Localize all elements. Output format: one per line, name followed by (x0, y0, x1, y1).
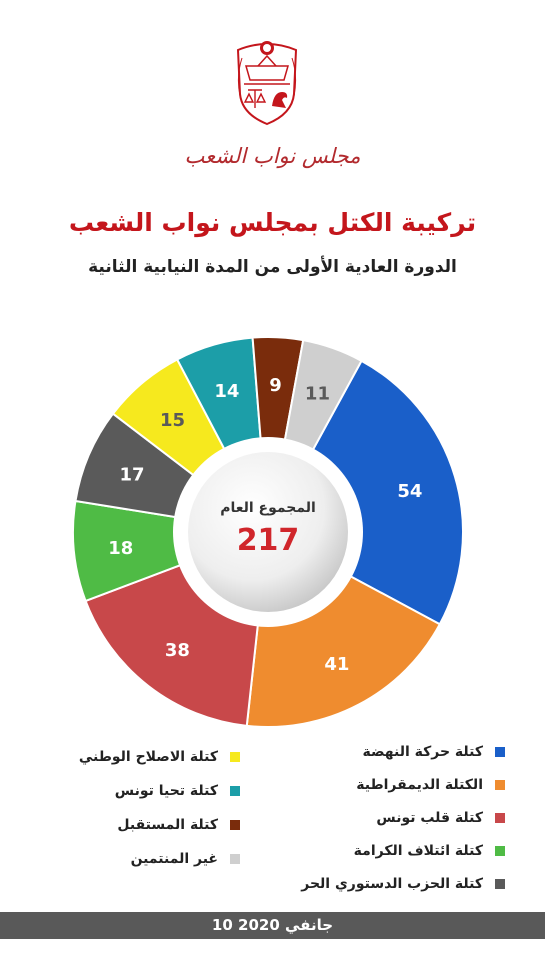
legend-item: كتلة حركة النهضة (285, 735, 505, 768)
chart-title: تركيبة الكتل بمجلس نواب الشعب (68, 208, 477, 237)
parliament-emblem-icon (236, 41, 298, 126)
legend-item: غير المنتمين (40, 842, 240, 876)
legend-item: كتلة الاصلاح الوطني (40, 740, 240, 774)
slice-value-label: 11 (305, 384, 330, 405)
donut-chart: 54 41 38 18 17 15 14 9 11 المجموع العام 217 (72, 336, 464, 728)
legend-label: كتلة حركة النهضة (362, 743, 483, 760)
legend-label: كتلة الحزب الدستوري الحر (301, 875, 483, 892)
legend-label: الكتلة الديمقراطية (356, 776, 483, 793)
donut-slice (266, 359, 464, 626)
slice-value-label: 14 (214, 381, 239, 402)
slice-value-label: 54 (397, 481, 422, 502)
slice-value-label: 15 (160, 410, 185, 431)
legend-item: كتلة المستقبل (40, 808, 240, 842)
legend-swatch (495, 878, 505, 889)
legend-swatch (495, 746, 505, 757)
legend-swatch (230, 820, 240, 830)
chart-subtitle: الدورة العادية الأولى من المدة النيابية … (88, 257, 457, 277)
legend-item: كتلة الحزب الدستوري الحر (285, 867, 505, 900)
legend-label: كتلة الاصلاح الوطني (78, 749, 218, 765)
legend-item: كتلة تحيا تونس (40, 774, 240, 808)
legend-swatch (495, 845, 505, 856)
legend-label: كتلة ائتلاف الكرامة (353, 842, 483, 859)
legend-label: غير المنتمين (130, 851, 218, 867)
organization-name: مجلس نواب الشعب (184, 144, 361, 168)
slice-value-label: 9 (269, 375, 282, 396)
legend-swatch (230, 786, 240, 796)
legend-swatch (495, 779, 505, 790)
legend-item: كتلة ائتلاف الكرامة (285, 834, 505, 867)
legend-swatch (495, 812, 505, 823)
slice-value-label: 18 (108, 538, 133, 559)
footer-date: 10 جانفي 2020 (0, 912, 545, 939)
legend-left: كتلة الاصلاح الوطني كتلة تحيا تونس كتلة ال… (40, 740, 240, 876)
legend-label: كتلة تحيا تونس (114, 783, 218, 799)
slice-value-label: 17 (119, 465, 144, 486)
legend-swatch (230, 854, 240, 864)
legend-label: كتلة المستقبل (117, 817, 218, 833)
center-label: المجموع العام (220, 500, 316, 516)
center-total: 217 (237, 523, 300, 558)
legend-swatch (230, 752, 240, 762)
legend-label: كتلة قلب تونس (376, 809, 483, 826)
legend-item: الكتلة الديمقراطية (285, 768, 505, 801)
legend-right: كتلة حركة النهضة الكتلة الديمقراطية كتلة ق… (285, 735, 505, 900)
legend-item: كتلة قلب تونس (285, 801, 505, 834)
slice-value-label: 38 (165, 640, 190, 661)
center-disc (188, 452, 348, 612)
slice-value-label: 41 (324, 654, 349, 675)
